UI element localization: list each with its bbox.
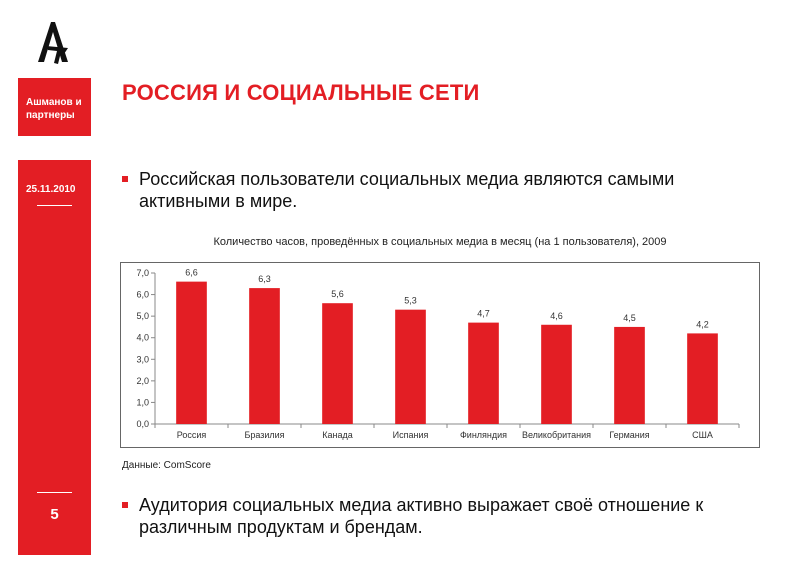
date-divider [37,205,72,206]
bar [468,322,499,424]
y-tick-label: 7,0 [136,268,149,278]
bullet-square-icon [122,176,128,182]
bullet-item: Аудитория социальных медиа активно выраж… [122,494,762,538]
data-label: 6,3 [258,274,271,284]
arrow-a-logo-icon [38,22,68,64]
x-tick-label: Канада [322,430,352,440]
data-label: 5,3 [404,296,417,306]
bar [687,333,718,424]
bullet-item: Российская пользователи социальных медиа… [122,168,762,212]
x-tick-label: Бразилия [244,430,284,440]
bar [541,324,572,424]
slide-date: 25.11.2010 [26,184,76,195]
chart-title: Количество часов, проведённых в социальн… [213,236,667,248]
page-divider [37,492,72,493]
x-tick-label: Германия [609,430,649,440]
data-label: 6,6 [185,268,198,278]
x-tick-label: Испания [393,430,429,440]
y-tick-label: 1,0 [136,397,149,407]
x-tick-label: Финляндия [460,430,507,440]
x-tick-label: Россия [177,430,207,440]
data-label: 4,5 [623,313,636,323]
x-tick-label: Великобритания [522,430,591,440]
bar-chart: 0,0 1,0 2,0 3,0 4,0 5,0 6,0 7,0 6,6 Россия 6,3 Браз… [136,268,740,440]
slide-title: РОССИЯ И СОЦИАЛЬНЫЕ СЕТИ [122,80,480,105]
data-label: 4,6 [550,311,563,321]
sidebar-panel: 25.11.2010 5 [18,160,91,555]
data-label: 4,2 [696,319,709,329]
y-tick-label: 5,0 [136,311,149,321]
data-label: 5,6 [331,289,344,299]
x-tick-label: США [692,430,713,440]
bar [249,288,280,424]
y-tick-label: 2,0 [136,376,149,386]
bullet-square-icon [122,502,128,508]
y-tick-label: 4,0 [136,333,149,343]
y-tick-label: 3,0 [136,354,149,364]
data-label: 4,7 [477,309,490,319]
data-source: Данные: ComScore [122,460,211,471]
bullet-text: Российская пользователи социальных медиа… [139,169,675,211]
bullet-text: Аудитория социальных медиа активно выраж… [139,495,704,537]
company-box: Ашманов и партнеры [18,78,91,136]
y-tick-label: 0,0 [136,419,149,429]
page-number: 5 [50,506,59,523]
bar [322,303,353,424]
bar [395,309,426,424]
chart-frame: 0,0 1,0 2,0 3,0 4,0 5,0 6,0 7,0 6,6 Россия 6,3 Браз… [120,262,760,448]
bar [614,326,645,424]
bar [176,281,207,424]
company-name: Ашманов и партнеры [26,97,82,121]
y-tick-label: 6,0 [136,290,149,300]
